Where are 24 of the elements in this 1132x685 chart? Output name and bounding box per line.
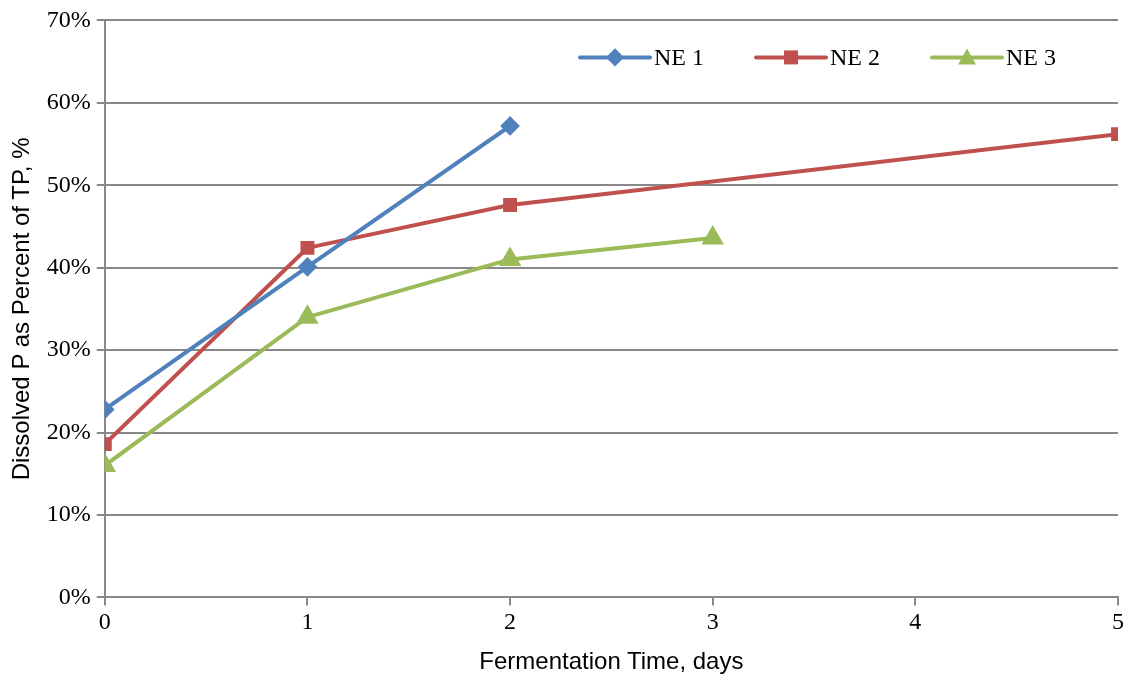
- y-tick-label: 70%: [46, 5, 91, 32]
- y-tick-label: 30%: [46, 335, 91, 362]
- y-axis-title: Dissolved P as Percent of TP, %: [7, 137, 35, 481]
- y-tick-label: 60%: [46, 88, 91, 115]
- y-tick-label: 20%: [46, 417, 91, 444]
- point: [297, 306, 318, 324]
- y-tick-label: 50%: [46, 170, 91, 197]
- y-tick-label: 10%: [46, 500, 91, 527]
- x-tick-label: 5: [1112, 608, 1124, 635]
- x-tick-label: 0: [98, 608, 111, 635]
- point: [500, 248, 520, 266]
- legend-label: NE 2: [830, 43, 881, 70]
- point: [702, 227, 723, 245]
- y-tick-label: 40%: [46, 252, 91, 279]
- x-axis-title: Fermentation Time, days: [479, 647, 744, 675]
- y-tick-label: 0%: [58, 582, 91, 609]
- point: [501, 116, 520, 135]
- point: [298, 257, 317, 276]
- legend-label: NE 3: [1006, 43, 1057, 70]
- x-tick-label: 4: [909, 608, 922, 635]
- x-tick-label: 3: [706, 608, 719, 635]
- x-tick-label: 1: [301, 608, 314, 635]
- x-tick-label: 2: [504, 608, 517, 635]
- legend-label: NE 1: [654, 43, 705, 70]
